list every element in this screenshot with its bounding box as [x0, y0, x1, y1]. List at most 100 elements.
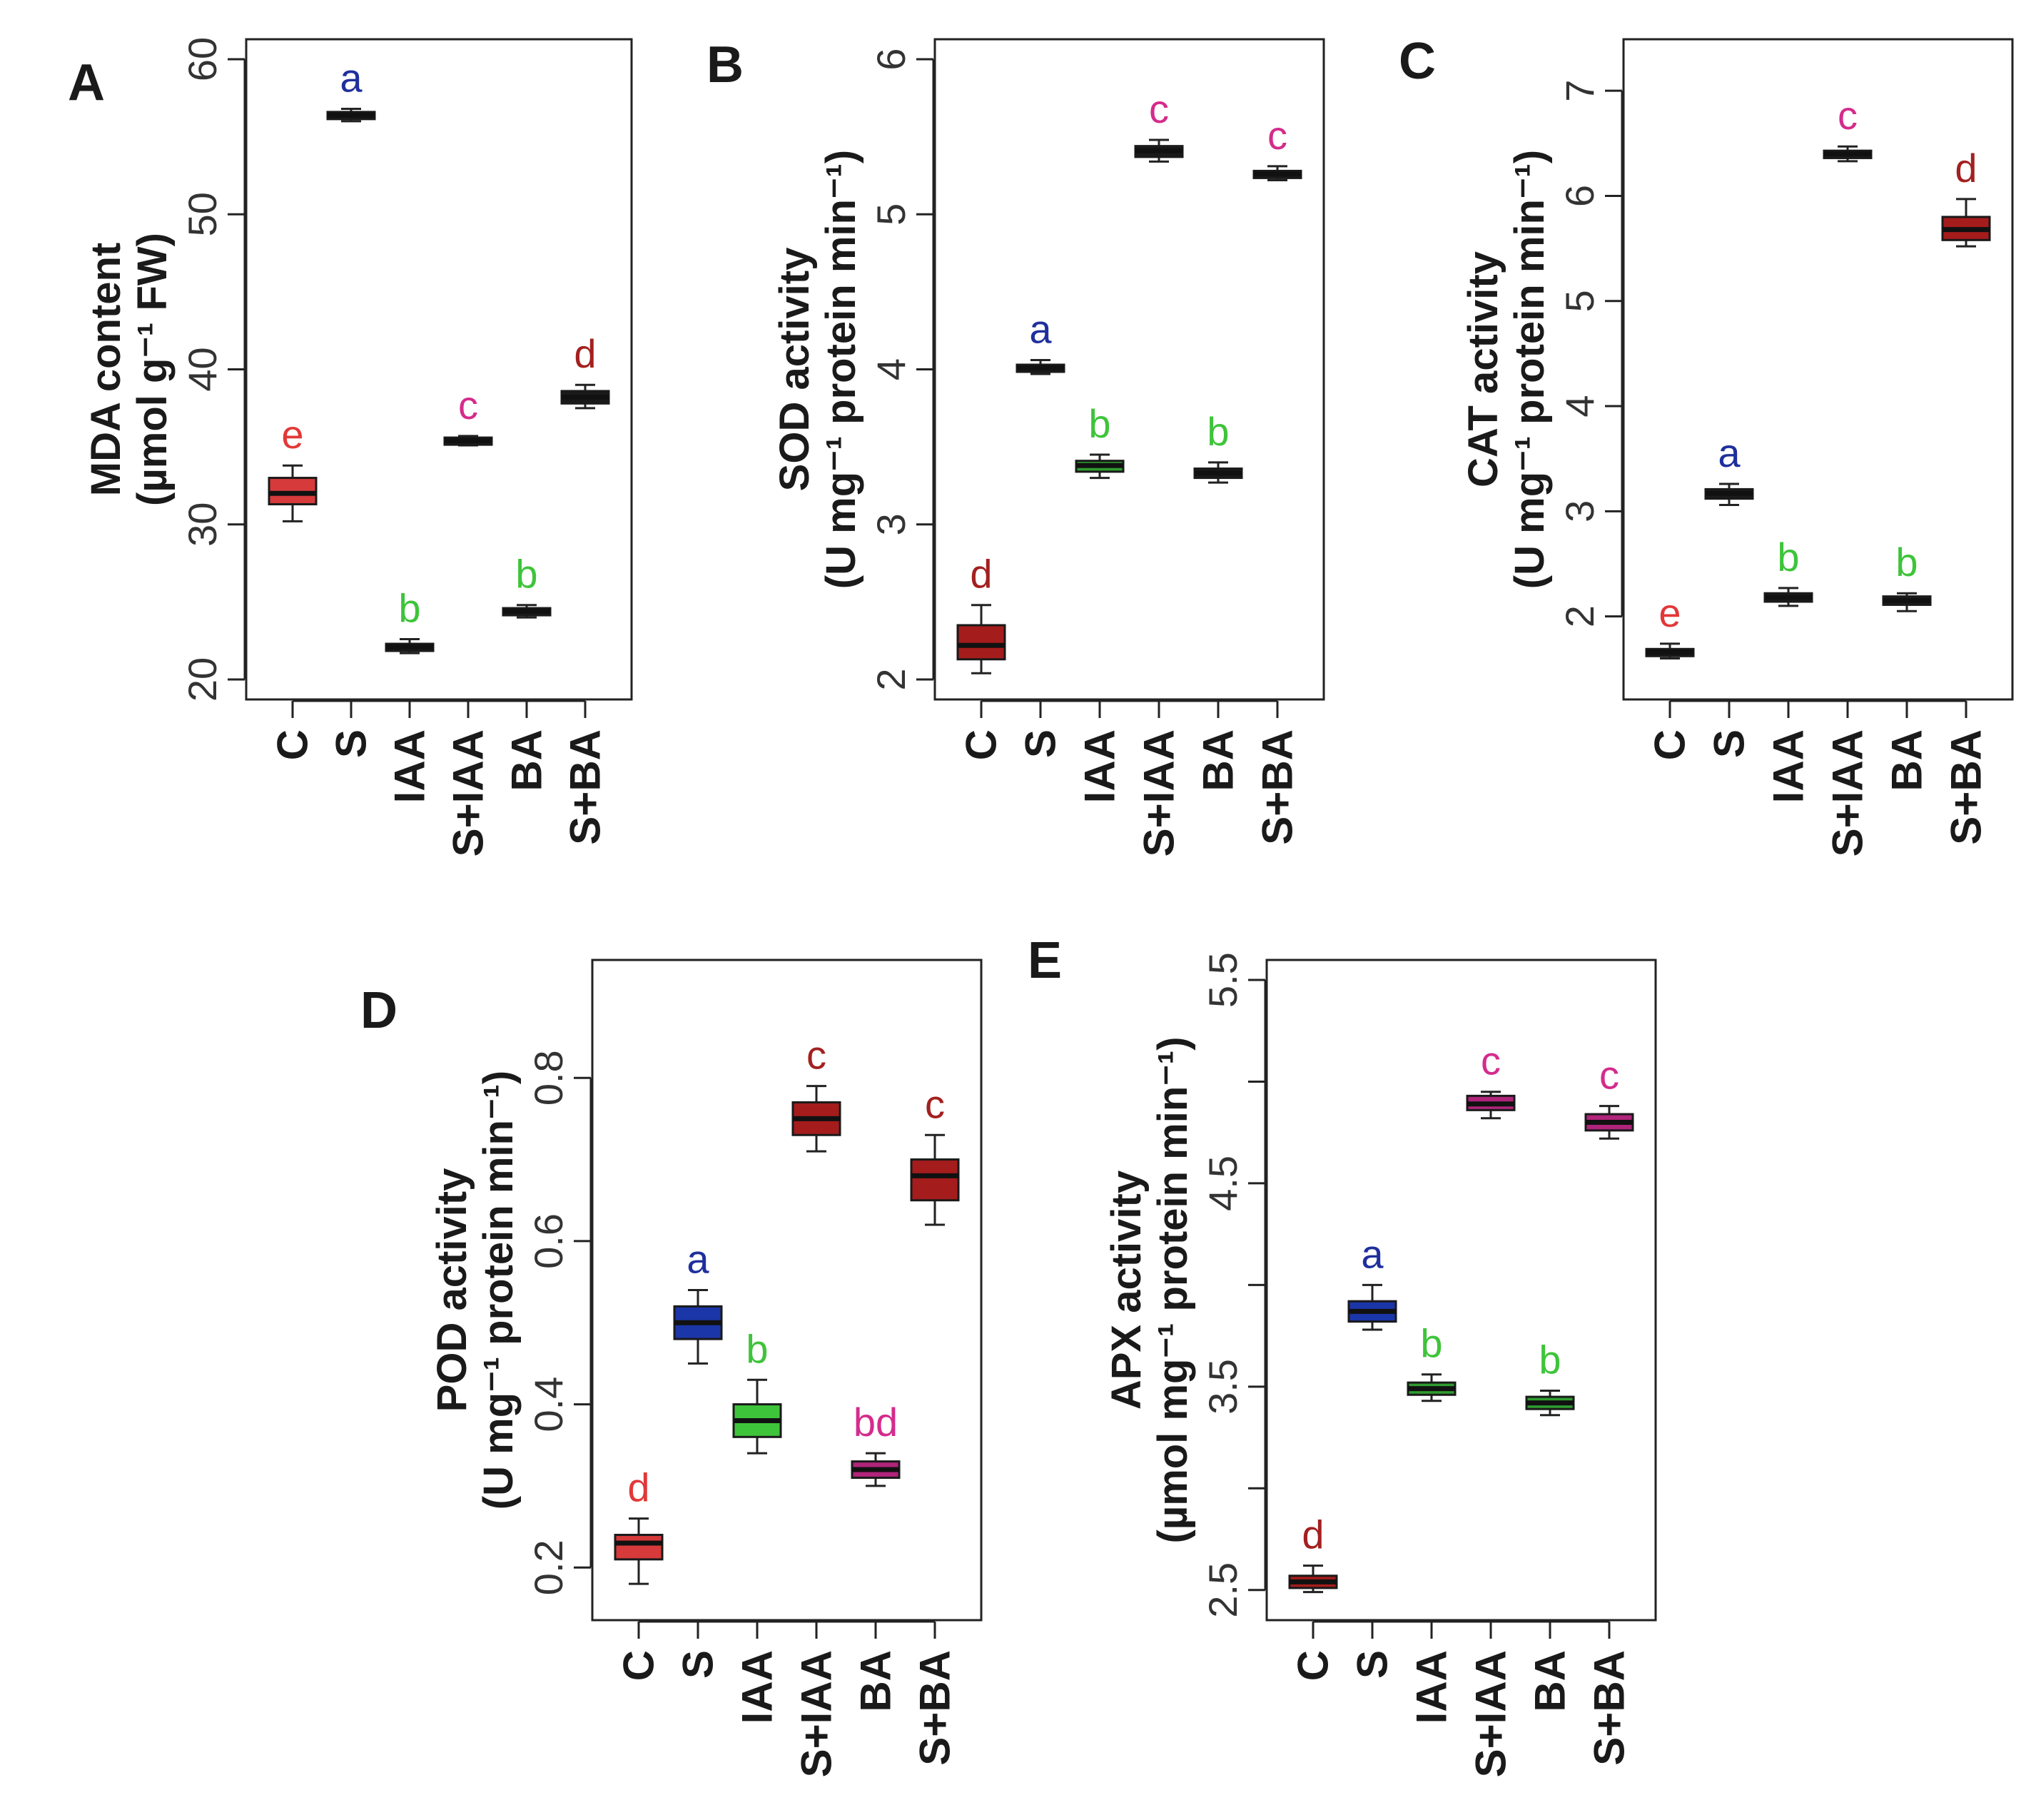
significance-letter: a: [340, 56, 363, 101]
significance-letter: c: [1599, 1053, 1619, 1098]
box-s-plus-iaa: c: [791, 1033, 841, 1153]
x-tick-label: BA: [1883, 729, 1931, 792]
x-tick-label: S+IAA: [793, 1650, 841, 1777]
box-s-plus-iaa: c: [1134, 86, 1184, 163]
significance-letter: d: [1955, 146, 1977, 191]
box-c: d: [1288, 1512, 1338, 1594]
plot-frame: [245, 38, 633, 701]
x-tick-label: IAA: [1408, 1650, 1456, 1724]
y-axis-title: POD activity: [429, 1168, 475, 1412]
panel-b: B 2 3 4 5 6 SOD activity (U mg⁻¹ protein min⁻¹)…: [706, 36, 1325, 856]
box-iaa: b: [1407, 1321, 1457, 1402]
x-tick-label: IAA: [1765, 729, 1813, 803]
significance-letter: e: [281, 412, 303, 457]
box-s: a: [673, 1237, 723, 1365]
x-tick-label: S+IAA: [1467, 1650, 1515, 1777]
box-body: [956, 624, 1006, 661]
panel-label: E: [1028, 932, 1062, 989]
x-tick-label: S+BA: [911, 1650, 959, 1766]
x-tick-label: S: [674, 1650, 722, 1679]
box-ba: bd: [851, 1400, 901, 1487]
significance-letter: a: [687, 1237, 709, 1282]
panel-label: A: [68, 54, 105, 111]
y-axis-unit: (U mg⁻¹ protein min⁻¹): [475, 1071, 522, 1510]
significance-letter: b: [1539, 1338, 1561, 1382]
y-tick-label: 3: [868, 513, 913, 535]
significance-letter: a: [1718, 430, 1741, 475]
plot-frame: [1265, 959, 1657, 1622]
box-s: a: [326, 56, 376, 123]
y-tick-label: 60: [180, 37, 225, 81]
y-tick-label: 3.5: [1200, 1359, 1245, 1415]
y-tick-label: 0.8: [526, 1050, 571, 1106]
x-tick-label: S+BA: [562, 729, 609, 845]
x-tick-label: BA: [1195, 729, 1242, 792]
box-ba: b: [1193, 409, 1243, 484]
box-iaa: b: [732, 1326, 782, 1455]
panel-d: D 0.2 0.4 0.6 0.8 POD activity (U mg⁻¹ protein…: [360, 959, 983, 1777]
y-tick-label: 40: [180, 347, 225, 391]
x-tick-label: C: [958, 729, 1006, 760]
box-c: e: [1645, 590, 1695, 660]
y-tick-label: 4: [1557, 395, 1602, 417]
significance-letter: c: [1481, 1038, 1501, 1083]
significance-letter: d: [627, 1465, 649, 1510]
y-tick-label: 5: [1557, 290, 1602, 312]
y-tick-label: 2.5: [1200, 1562, 1245, 1618]
y-tick-label: 6: [868, 48, 913, 70]
y-tick-label: 5: [868, 203, 913, 226]
x-tick-label: BA: [1526, 1650, 1574, 1712]
box-s: a: [1347, 1231, 1397, 1331]
box-s-plus-ba: d: [560, 331, 610, 410]
x-tick-label: IAA: [1076, 729, 1124, 803]
x-tick-label: S: [1349, 1650, 1397, 1679]
significance-letter: b: [515, 552, 537, 597]
y-axis-unit: (U mg⁻¹ protein min⁻¹): [1506, 150, 1553, 589]
y-axis-unit: (U mg⁻¹ protein min⁻¹): [818, 150, 864, 589]
panel-e: E 2.5 3.5 4.5 5.5 APX activity (µmol mg⁻¹ prot…: [1028, 932, 1657, 1777]
box-c: e: [268, 412, 318, 522]
box-s-plus-ba: c: [1584, 1053, 1634, 1140]
y-tick-label: 6: [1557, 185, 1602, 207]
box-body: [614, 1534, 664, 1561]
x-tick-label: IAA: [386, 729, 434, 803]
x-tick-label: S+BA: [1943, 729, 1990, 845]
box-s-plus-ba: c: [910, 1081, 960, 1226]
x-tick-label: C: [615, 1650, 663, 1681]
x-tick-label: BA: [503, 729, 551, 792]
box-ba: b: [1882, 540, 1932, 612]
significance-letter: e: [1658, 590, 1681, 635]
significance-letter: a: [1361, 1231, 1384, 1276]
box-c: d: [614, 1465, 664, 1585]
panel-label: C: [1399, 33, 1436, 90]
plot-frame: [591, 959, 983, 1622]
box-s-plus-iaa: c: [1823, 93, 1873, 163]
box-s-plus-iaa: c: [443, 383, 493, 447]
panel-a: A 20 30 40 50 60 MDA content (µmol g⁻¹ FW) C S IAA…: [68, 37, 633, 856]
box-s-plus-iaa: c: [1466, 1038, 1516, 1120]
y-tick-label: 0.2: [526, 1540, 571, 1595]
x-tick-label: S+IAA: [1824, 729, 1872, 856]
box-body: [910, 1158, 960, 1202]
significance-letter: b: [1895, 540, 1918, 585]
significance-letter: b: [1777, 535, 1799, 580]
box-s-plus-ba: d: [1941, 146, 1991, 248]
box-iaa: b: [1763, 535, 1813, 607]
plot-frame: [933, 38, 1325, 701]
x-tick-label: S: [1706, 729, 1753, 758]
y-tick-label: 50: [180, 192, 225, 236]
y-tick-label: 2: [868, 668, 913, 690]
significance-letter: c: [1838, 93, 1858, 138]
x-tick-label: C: [269, 729, 317, 760]
x-tick-label: S: [328, 729, 375, 758]
y-tick-label: 0.6: [526, 1213, 571, 1269]
panel-c: C 2 3 4 5 6 7 CAT activity (U mg⁻¹ protein min⁻¹…: [1399, 33, 2014, 856]
x-tick-label: S+BA: [1254, 729, 1302, 845]
y-tick-label: 30: [180, 502, 225, 547]
significance-letter: d: [1302, 1512, 1324, 1557]
significance-letter: c: [458, 383, 478, 428]
y-axis-title: CAT activity: [1460, 251, 1506, 487]
significance-letter: b: [398, 586, 420, 631]
box-s-plus-ba: c: [1252, 113, 1302, 181]
y-tick-label: 4.5: [1200, 1156, 1245, 1211]
